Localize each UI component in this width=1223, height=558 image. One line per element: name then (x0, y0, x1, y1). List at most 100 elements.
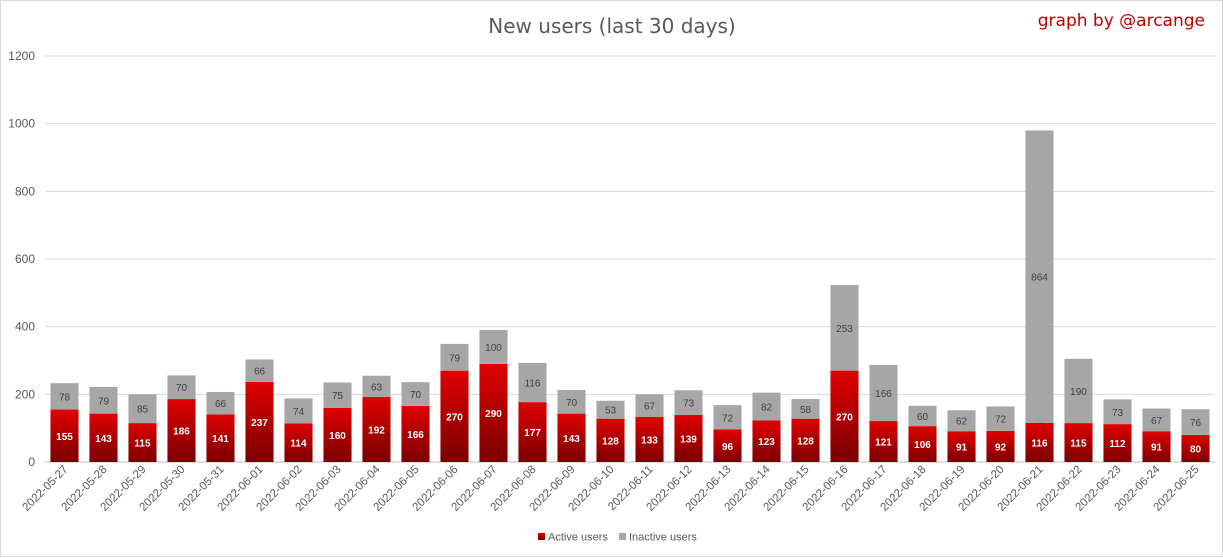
data-label-inactive: 70 (566, 398, 578, 409)
data-label-active: 270 (446, 412, 463, 423)
data-label-active: 115 (1070, 439, 1087, 450)
chart-credit: graph by @arcange (1038, 11, 1205, 31)
bar-inactive (1103, 399, 1132, 425)
legend-label: Active users (548, 532, 608, 544)
data-label-inactive: 67 (1151, 416, 1163, 427)
bar-active (167, 399, 196, 462)
bar-active (323, 407, 352, 462)
bar-active (791, 418, 820, 462)
data-label-inactive: 85 (137, 405, 149, 416)
data-label-active: 237 (251, 418, 268, 429)
data-label-active: 115 (134, 439, 151, 450)
legend: Active users Inactive users (538, 532, 697, 544)
bar-active (1142, 431, 1171, 462)
bar-active (206, 414, 235, 462)
bars: 155 78 143 79 115 85 186 70 141 66 237 66 114 74 160 75… (50, 130, 1210, 462)
bar-inactive (89, 386, 118, 414)
bar-inactive (167, 375, 196, 400)
bar-active (1025, 422, 1054, 462)
bar-inactive (323, 382, 352, 408)
data-label-inactive: 72 (995, 415, 1007, 426)
data-label-active: 128 (602, 436, 619, 447)
data-label-active: 80 (1190, 444, 1202, 455)
bar-active (1181, 434, 1210, 462)
bar-active (128, 423, 157, 462)
bar-active (1103, 424, 1132, 462)
bar-inactive (791, 399, 820, 419)
data-label-inactive: 100 (485, 343, 502, 354)
data-label-active: 114 (290, 439, 307, 450)
bar-inactive (869, 364, 898, 422)
data-label-inactive: 76 (1190, 418, 1202, 429)
bar-inactive (401, 382, 430, 406)
data-label-active: 92 (995, 442, 1007, 453)
bar-active (362, 397, 391, 462)
data-label-inactive: 70 (410, 390, 422, 401)
data-label-inactive: 72 (722, 413, 734, 424)
bar-active (635, 417, 664, 462)
y-tick-label: 1200 (8, 49, 35, 63)
data-label-inactive: 190 (1070, 387, 1087, 398)
bar-active (245, 381, 274, 462)
data-label-active: 177 (524, 428, 541, 439)
data-label-active: 141 (212, 434, 229, 445)
data-label-active: 139 (680, 434, 697, 445)
bar-active (869, 421, 898, 462)
bar-active (986, 430, 1015, 462)
bar-active (440, 370, 469, 462)
legend-swatch (619, 533, 626, 540)
bar-inactive (440, 343, 469, 371)
data-label-inactive: 864 (1031, 273, 1048, 284)
data-label-inactive: 63 (371, 382, 383, 393)
data-label-inactive: 74 (293, 407, 305, 418)
bar-active (557, 413, 586, 462)
data-label-active: 290 (485, 409, 502, 420)
y-tick-label: 1000 (8, 117, 35, 131)
bar-active (674, 414, 703, 462)
data-label-active: 192 (368, 426, 385, 437)
data-label-inactive: 116 (525, 378, 541, 389)
data-label-inactive: 79 (449, 353, 461, 364)
data-label-inactive: 75 (332, 391, 344, 402)
y-tick-label: 800 (15, 184, 35, 198)
data-label-active: 270 (836, 412, 853, 423)
bar-inactive (479, 330, 508, 364)
bar-active (401, 405, 430, 462)
data-label-inactive: 62 (956, 417, 968, 428)
bar-inactive (1142, 408, 1171, 432)
data-label-active: 143 (563, 434, 580, 445)
data-label-inactive: 73 (683, 399, 695, 410)
data-label-inactive: 60 (917, 412, 929, 423)
bar-active (596, 418, 625, 462)
data-label-inactive: 66 (215, 399, 227, 410)
data-label-inactive: 58 (800, 405, 812, 416)
data-label-active: 116 (1031, 438, 1048, 449)
data-label-active: 91 (956, 443, 968, 454)
chart-title: New users (last 30 days) (488, 14, 735, 38)
bar-inactive (908, 405, 937, 427)
data-label-inactive: 166 (875, 389, 892, 400)
data-label-inactive: 73 (1112, 408, 1124, 419)
bar-inactive (713, 405, 742, 430)
bar-inactive (1181, 409, 1210, 435)
bar-inactive (1025, 130, 1054, 423)
bar-inactive (362, 375, 391, 398)
bar-inactive (245, 359, 274, 382)
data-label-inactive: 78 (59, 392, 71, 403)
data-label-inactive: 66 (254, 367, 266, 378)
bar-inactive (947, 410, 976, 432)
data-label-active: 160 (329, 431, 346, 442)
data-label-active: 128 (797, 436, 814, 447)
bar-active (908, 426, 937, 462)
data-label-inactive: 67 (644, 402, 656, 413)
bar-inactive (596, 400, 625, 419)
bar-active (284, 423, 313, 462)
y-tick-label: 600 (15, 252, 35, 266)
data-label-active: 112 (1109, 439, 1126, 450)
bar-active (518, 402, 547, 462)
bar-active (830, 370, 859, 462)
data-label-active: 143 (95, 434, 112, 445)
bar-inactive (986, 406, 1015, 431)
